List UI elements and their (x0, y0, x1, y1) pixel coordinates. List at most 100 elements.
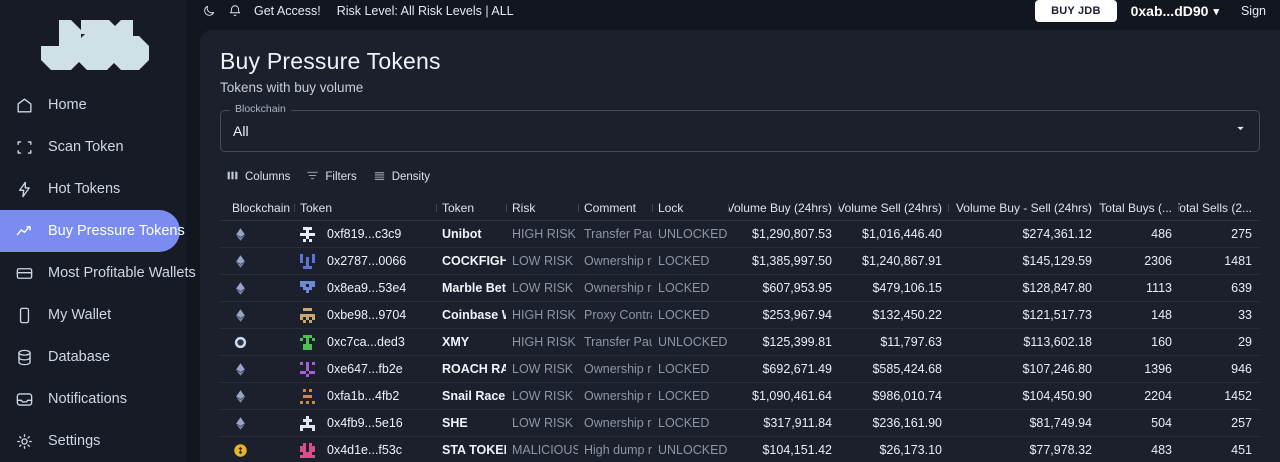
cell-ts: 33 (1238, 308, 1252, 322)
ethereum-icon (232, 361, 248, 377)
get-access-link[interactable]: Get Access! (254, 4, 321, 18)
moon-icon[interactable] (200, 3, 218, 19)
table-row[interactable]: 0xfa1b...4fb2 Snail Race LOW RISK Ownership… (220, 383, 1260, 410)
cell-chain (220, 334, 294, 350)
sidebar-item-settings[interactable]: Settings (0, 420, 180, 462)
main-area: Get Access! Risk Level: All Risk Levels … (186, 0, 1280, 462)
cell-token1: 0x2787...0066 (294, 253, 436, 269)
sidebar-item-my-wallet[interactable]: My Wallet (0, 294, 180, 336)
sidebar-item-label: Database (48, 349, 111, 365)
column-header-vbs[interactable]: Volume Buy - Sell (24hrs) (948, 201, 1098, 215)
column-header-risk[interactable]: Risk (506, 201, 578, 215)
cell-comm: Ownership rer (584, 389, 652, 403)
trend-up-icon (14, 221, 34, 241)
cell-vb: $692,671.49 (762, 362, 832, 376)
ethereum-icon (232, 226, 248, 242)
cell-vb: $125,399.81 (762, 335, 832, 349)
sidebar-item-notifications[interactable]: Notifications (0, 378, 180, 420)
cell-tb: 2306 (1144, 254, 1172, 268)
sidebar-item-most-profitable-wallets[interactable]: Most Profitable Wallets (0, 252, 196, 294)
wallet-menu[interactable]: 0xab...dD90 ▾ (1131, 3, 1219, 19)
bell-icon[interactable] (226, 3, 244, 19)
sidebar-item-scan-token[interactable]: Scan Token (0, 126, 180, 168)
token-address: 0xbe98...9704 (327, 308, 407, 322)
columns-button[interactable]: Columns (220, 166, 296, 188)
cell-comm: Ownership rer (584, 362, 652, 376)
cell-vs: $1,016,446.40 (862, 227, 942, 241)
column-header-chain[interactable]: Blockchain (232, 200, 291, 215)
table-row[interactable]: 0xf819...c3c9 Unibot HIGH RISK Transfer Pa u… (220, 221, 1260, 248)
cell-lock: LOCKED (658, 389, 710, 403)
token-name: COCKFIGHTS (442, 254, 506, 268)
cell-risk: HIGH RISK (512, 335, 576, 349)
blockchain-select-legend: Blockchain (230, 103, 291, 115)
cell-comm: Transfer Paus (584, 227, 652, 241)
cell-risk: MALICIOUS (512, 443, 578, 457)
column-header-ts[interactable]: Total Sells (2... (1178, 201, 1258, 215)
sidebar-item-buy-pressure-tokens[interactable]: Buy Pressure Tokens (0, 210, 185, 252)
table-row[interactable]: 0x8ea9...53e4 Marble Bet LOW RISK Ownership… (220, 275, 1260, 302)
filters-label: Filters (325, 171, 357, 183)
cell-vbs: $104,450.90 (1022, 389, 1092, 403)
table-row[interactable]: 0x2787...0066 COCKFIGHTS LOW RISK Ownership… (220, 248, 1260, 275)
table-row[interactable]: 0x4d1e...f53c STA TOKEN MALICIOUS High dump… (220, 437, 1260, 462)
cell-lock: UNLOCKED (658, 443, 728, 457)
token-address: 0x8ea9...53e4 (327, 281, 407, 295)
app-logo[interactable] (0, 0, 186, 82)
cell-comm: Transfer Paus (584, 335, 652, 349)
buy-jdb-button[interactable]: BUY JDB (1035, 0, 1117, 22)
column-header-comm[interactable]: Comment (578, 201, 652, 215)
sidebar-item-hot-tokens[interactable]: Hot Tokens (0, 168, 180, 210)
filters-button[interactable]: Filters (300, 166, 362, 188)
cell-vbs: $145,129.59 (1022, 254, 1092, 268)
token-address: 0xe647...fb2e (327, 362, 403, 376)
blockchain-select-box[interactable]: All (220, 110, 1260, 152)
blockchain-select[interactable]: Blockchain All (220, 103, 1260, 152)
cell-vb: $104,151.42 (762, 443, 832, 457)
column-header-lock[interactable]: Lock (652, 201, 728, 215)
sidebar-item-home[interactable]: Home (0, 84, 180, 126)
column-header-token2[interactable]: Token (436, 201, 506, 215)
column-header-token1[interactable]: Token (294, 201, 436, 215)
ethereum-icon (232, 388, 248, 404)
column-header-vs[interactable]: Volume Sell (24hrs) (838, 201, 948, 215)
risk-level-label: Risk Level: All Risk Levels | ALL (336, 4, 514, 18)
sidebar-item-label: Most Profitable Wallets (48, 265, 196, 281)
wallet-address: 0xab...dD90 (1130, 3, 1209, 19)
token-identicon (300, 388, 315, 404)
sidebar: Home Scan Token Hot Tokens (0, 0, 196, 462)
cell-chain (220, 280, 294, 296)
inbox-icon (14, 389, 34, 409)
cell-lock: LOCKED (658, 416, 710, 430)
sidebar-item-label: Scan Token (48, 139, 124, 155)
cell-tb: 2204 (1144, 389, 1172, 403)
columns-label: Columns (245, 171, 291, 183)
page-subtitle: Tokens with buy volume (220, 80, 364, 95)
cell-tb: 148 (1151, 308, 1172, 322)
cell-lock: UNLOCKED (658, 227, 728, 241)
page-title: Buy Pressure Tokens (220, 48, 441, 74)
cell-tb: 1396 (1144, 362, 1172, 376)
sidebar-item-database[interactable]: Database (0, 336, 180, 378)
cell-risk: LOW RISK (512, 281, 574, 295)
cell-ts: 257 (1231, 416, 1252, 430)
grid-toolbar: Columns Filters Density (220, 165, 1260, 189)
column-header-vb[interactable]: Volume Buy (24hrs) (728, 201, 838, 215)
table-row[interactable]: 0xe647...fb2e ROACH RACE LOW RISK Ownership… (220, 356, 1260, 383)
cell-vs: $26,173.10 (879, 443, 942, 457)
table-row[interactable]: 0xbe98...9704 Coinbase Wrap HIGH RISK Proxy… (220, 302, 1260, 329)
ethereum-icon (232, 253, 248, 269)
sign-button[interactable]: Sign (1240, 4, 1266, 18)
cell-chain (220, 226, 294, 242)
density-button[interactable]: Density (367, 166, 436, 188)
table-row[interactable]: 0xc7ca...ded3 XMY HIGH RISK Transfer Paus UN… (220, 329, 1260, 356)
cell-vs: $11,797.63 (880, 335, 942, 349)
cell-vb: $1,290,807.53 (752, 227, 832, 241)
bolt-icon (14, 179, 34, 199)
table-row[interactable]: 0x4fb9...5e16 SHE LOW RISK Ownership rer LOC… (220, 410, 1260, 437)
column-header-tb[interactable]: Total Buys (... (1099, 200, 1172, 215)
table-body: 0xf819...c3c9 Unibot HIGH RISK Transfer Pa u… (220, 221, 1260, 462)
database-icon (14, 347, 34, 367)
cell-chain (220, 415, 294, 431)
cell-token2: Coinbase Wrap (436, 308, 506, 322)
